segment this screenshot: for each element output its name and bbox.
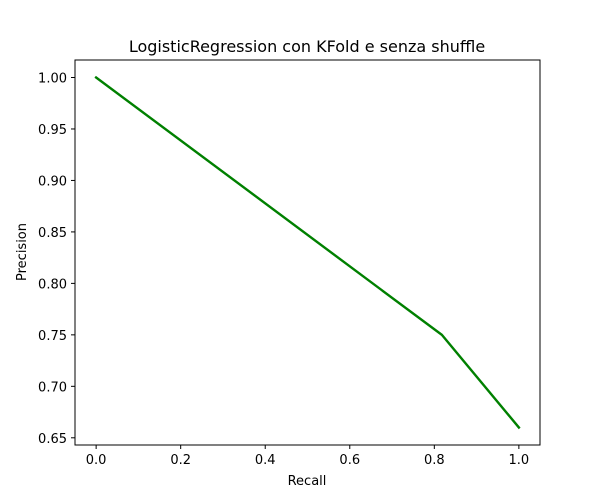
x-tick-label: 0.4	[255, 453, 276, 468]
y-tick-label: 0.85	[38, 226, 67, 241]
x-tick-label: 0.2	[170, 453, 191, 468]
x-tick-label: 0.8	[424, 453, 445, 468]
precision-recall-line	[94, 75, 521, 430]
x-axis-label: Recall	[288, 474, 327, 489]
x-tick-label: 1.0	[509, 453, 530, 468]
y-tick-label: 0.95	[38, 123, 67, 138]
y-tick-label: 0.65	[38, 432, 67, 447]
y-tick-label: 0.90	[38, 174, 67, 189]
x-tick-label: 0.0	[86, 453, 107, 468]
x-axis-ticks: 0.0 0.2 0.4 0.6 0.8 1.0	[86, 445, 529, 468]
chart-title: LogisticRegression con KFold e senza shu…	[129, 37, 485, 56]
x-tick-label: 0.6	[339, 453, 360, 468]
plot-area-frame	[74, 59, 541, 446]
y-tick-label: 1.00	[38, 72, 67, 87]
y-axis-ticks: 0.65 0.70 0.75 0.80 0.85 0.90 0.95 1.00	[38, 72, 75, 447]
plot-series	[94, 75, 521, 430]
y-tick-label: 0.70	[38, 380, 67, 395]
y-axis-label: Precision	[15, 223, 30, 281]
y-tick-label: 0.80	[38, 277, 67, 292]
y-tick-label: 0.75	[38, 329, 67, 344]
